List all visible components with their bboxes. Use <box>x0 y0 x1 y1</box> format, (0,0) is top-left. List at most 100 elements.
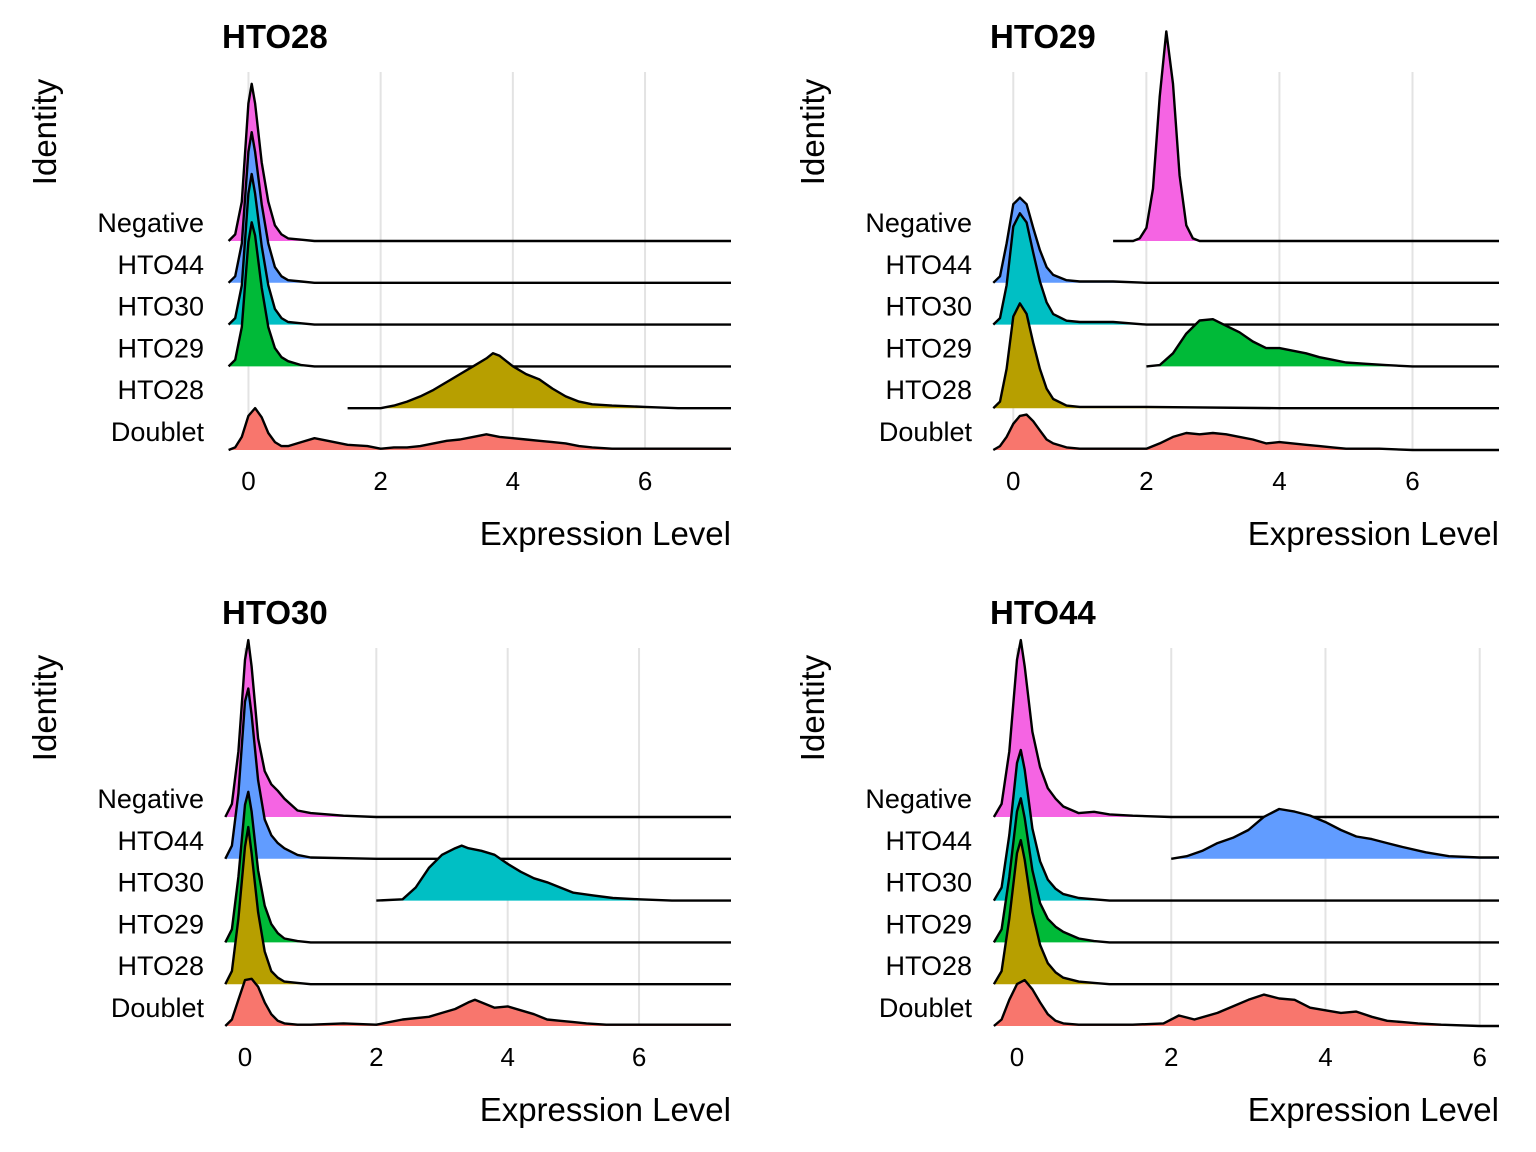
x-axis-title: Expression Level <box>480 1091 731 1128</box>
ridge-line-doublet <box>224 977 731 1027</box>
y-tick-label: HTO44 <box>117 826 204 856</box>
x-tick-label: 6 <box>1405 466 1419 496</box>
y-tick-label: HTO30 <box>885 292 972 322</box>
ridge-fill-hto29 <box>993 798 1499 943</box>
y-tick-label: Negative <box>97 208 204 238</box>
ridge-line-hto28 <box>992 302 1499 410</box>
ridge-fill-hto30 <box>376 845 731 901</box>
ridge-fill-hto29 <box>228 222 731 367</box>
x-tick-label: 0 <box>238 1042 252 1072</box>
y-tick-label: HTO28 <box>885 375 972 405</box>
y-tick-label: Doublet <box>111 417 205 447</box>
x-tick-label: 0 <box>241 466 255 496</box>
x-tick-label: 6 <box>638 466 652 496</box>
x-axis-title: Expression Level <box>1248 1091 1499 1128</box>
x-tick-label: 2 <box>369 1042 383 1072</box>
y-axis-title: Identity <box>26 654 63 761</box>
ridge-line-doublet <box>992 413 1499 452</box>
ridge-line-hto30 <box>992 748 1499 902</box>
panel-title: HTO29 <box>990 18 1096 55</box>
y-tick-label: HTO28 <box>117 375 204 405</box>
y-tick-label: HTO44 <box>885 826 972 856</box>
ridge-line-hto29 <box>1146 318 1499 368</box>
y-axis-title: Identity <box>26 78 63 185</box>
x-tick-label: 0 <box>1010 1042 1024 1072</box>
y-tick-label: HTO29 <box>885 909 972 939</box>
x-tick-label: 4 <box>500 1042 514 1072</box>
ridge-fill-hto28 <box>993 840 1499 985</box>
panel-title: HTO30 <box>222 594 328 631</box>
ridge-line-hto44 <box>992 196 1499 284</box>
x-tick-label: 2 <box>1139 466 1153 496</box>
x-tick-label: 4 <box>1272 466 1286 496</box>
ridge-fill-hto29 <box>1146 319 1499 367</box>
ridge-line-negative <box>1113 30 1499 243</box>
ridge-fill-doublet <box>228 408 731 450</box>
ridge-line-hto30 <box>992 212 1499 326</box>
x-tick-label: 6 <box>632 1042 646 1072</box>
ridge-fill-hto44 <box>225 688 732 859</box>
x-tick-label: 4 <box>1318 1042 1332 1072</box>
y-tick-label: HTO28 <box>885 951 972 981</box>
ridge-line-doublet <box>993 978 1499 1028</box>
ridge-line-negative <box>227 82 731 243</box>
ridge-line-hto28 <box>347 352 731 410</box>
x-tick-label: 0 <box>1006 466 1020 496</box>
ridge-fill-negative <box>993 640 1499 817</box>
ridge-line-hto29 <box>227 221 731 368</box>
y-tick-label: Negative <box>97 784 204 814</box>
ridge-line-hto44 <box>227 131 731 284</box>
x-tick-label: 2 <box>1164 1042 1178 1072</box>
y-tick-label: Doublet <box>879 993 973 1023</box>
panel-hto44: HTO44 Identity Negative HTO44 HTO30 HTO29 HTO2… <box>794 594 1499 1128</box>
ridge-fill-doublet <box>993 414 1499 450</box>
y-tick-label: HTO44 <box>117 250 204 280</box>
y-tick-label: Doublet <box>111 993 205 1023</box>
ridge-fill-hto44 <box>993 197 1499 283</box>
ridge-fill-hto30 <box>993 750 1499 901</box>
ridge-line-hto28 <box>992 838 1499 986</box>
y-tick-label: HTO30 <box>117 292 204 322</box>
x-axis-title: Expression Level <box>1248 515 1499 552</box>
ridge-line-hto44 <box>224 687 731 860</box>
ridge-line-hto30 <box>376 844 731 902</box>
ridge-line-hto44 <box>1171 807 1499 860</box>
ridge-fill-hto30 <box>993 213 1499 325</box>
y-tick-label: Doublet <box>879 417 973 447</box>
panel-hto30: HTO30 Identity Negative HTO44 HTO30 HTO29 HTO2… <box>26 594 732 1128</box>
ridge-fill-hto44 <box>1171 809 1499 859</box>
panel-title: HTO44 <box>990 594 1096 631</box>
ridge-line-hto28 <box>224 825 731 986</box>
ridge-fill-hto44 <box>228 132 731 283</box>
ridge-line-hto30 <box>227 172 731 326</box>
y-tick-label: HTO29 <box>117 333 204 363</box>
y-tick-label: HTO30 <box>885 868 972 898</box>
ridge-fill-negative <box>228 83 731 241</box>
ridge-fill-doublet <box>225 978 732 1026</box>
ridge-line-doublet <box>228 406 731 452</box>
y-tick-label: HTO29 <box>885 333 972 363</box>
y-tick-label: HTO30 <box>117 868 204 898</box>
panel-hto28: HTO28 Identity Negative HTO44 HTO30 HTO29 HTO2… <box>26 18 731 552</box>
y-axis-title: Identity <box>794 654 831 761</box>
y-tick-label: HTO44 <box>885 250 972 280</box>
panel-title: HTO28 <box>222 18 328 55</box>
ridge-fill-hto28 <box>993 303 1499 409</box>
y-tick-label: Negative <box>865 208 972 238</box>
y-tick-label: HTO29 <box>117 909 204 939</box>
ridge-fill-negative <box>1113 31 1499 242</box>
ridge-fill-negative <box>225 640 732 817</box>
ridge-line-negative <box>224 638 731 819</box>
x-tick-label: 4 <box>506 466 520 496</box>
ridge-line-hto29 <box>224 790 731 944</box>
ridge-fill-hto30 <box>228 174 731 325</box>
ridge-line-hto29 <box>992 797 1499 944</box>
x-tick-label: 6 <box>1472 1042 1486 1072</box>
y-tick-label: Negative <box>865 784 972 814</box>
panel-hto29: HTO29 Identity Negative HTO44 HTO30 HTO29 HTO2… <box>794 18 1499 552</box>
y-axis-title: Identity <box>794 78 831 185</box>
x-tick-label: 2 <box>373 466 387 496</box>
ridge-line-negative <box>992 638 1499 819</box>
x-axis-title: Expression Level <box>480 515 731 552</box>
